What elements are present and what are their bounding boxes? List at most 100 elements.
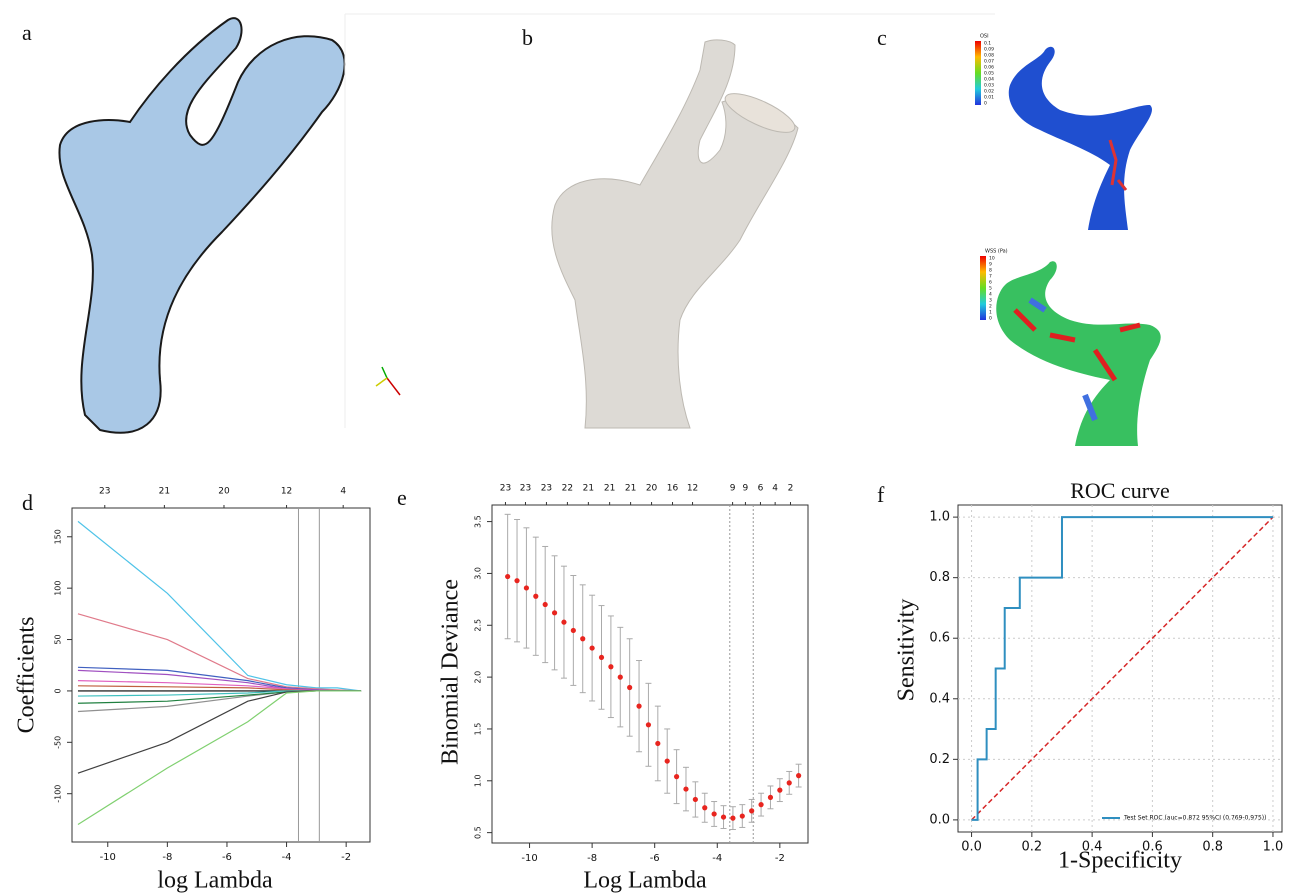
point (645, 722, 652, 728)
point (514, 578, 520, 584)
x-axis-label: log Lambda (157, 868, 273, 894)
panel-label: b (522, 25, 533, 50)
x-tick-label: -8 (587, 853, 597, 864)
x-tick-label: 0.6 (1142, 840, 1163, 855)
colorbar-tick: 0.04 (984, 77, 994, 83)
top-tick-label: 16 (667, 484, 679, 494)
point (542, 601, 548, 608)
colorbar-tick: 0 (989, 316, 992, 322)
series-line (77, 613, 362, 692)
point (786, 780, 792, 786)
top-tick-label: 21 (604, 484, 615, 494)
colorbar-tick: 9 (989, 262, 992, 268)
mesh-model (551, 39, 799, 429)
x-tick-label: -10 (100, 852, 116, 863)
top-tick-label: 20 (646, 484, 658, 494)
y-tick-label: 150 (54, 529, 63, 544)
point (608, 664, 614, 670)
wss-hotspot (1013, 308, 1141, 382)
point (702, 805, 708, 811)
chart-title: ROC curve (1070, 478, 1170, 503)
colorbar-tick: 6 (989, 280, 992, 286)
wss-coldspot (1028, 297, 1098, 422)
x-tick-label: 0.4 (1082, 840, 1103, 855)
colorbar-tick: 4 (989, 292, 992, 298)
series-line (77, 520, 362, 692)
colorbar-title: WSS (Pa) (985, 249, 1008, 255)
series-line (971, 516, 1273, 821)
top-tick-label: 23 (99, 487, 110, 497)
colorbar-tick: 0.02 (984, 89, 994, 95)
point (664, 758, 670, 764)
top-tick-label: 4 (340, 487, 346, 497)
colorbar-tick: 2 (989, 304, 992, 310)
y-axis-label: Sensitivity (894, 599, 920, 702)
colorbar-tick: 10 (989, 256, 995, 262)
series-line (77, 690, 362, 697)
series-line (77, 690, 362, 704)
colorbar-tick: 3 (989, 298, 992, 304)
vessel-cap (724, 93, 796, 133)
colorbar-tick: 1 (989, 310, 992, 316)
point (730, 815, 736, 821)
y-tick-label: 2.5 (474, 619, 483, 632)
colorbar-tick: 0.06 (984, 65, 994, 71)
colorbar-tick: 0.05 (984, 71, 994, 77)
x-tick-label: -2 (775, 853, 785, 864)
y-tick-label: 0.5 (474, 826, 483, 839)
colorbar-tick: 0.08 (984, 53, 994, 59)
colorbar-tick: 0.03 (984, 83, 994, 89)
point (749, 808, 755, 814)
plot-frame (491, 504, 809, 844)
x-tick-label: 1.0 (1263, 840, 1284, 855)
y-tick-label: 0.2 (929, 752, 950, 767)
legend-label: Test Set ROC (auc=0.872 95%CI (0.769-0.9… (1123, 815, 1266, 822)
top-tick-label: 20 (218, 487, 230, 497)
y-tick-label: 3.5 (474, 515, 483, 528)
panel-label: d (22, 490, 33, 515)
point (655, 740, 661, 747)
colorbar (980, 256, 986, 320)
point (720, 814, 727, 820)
panel-label: c (877, 25, 887, 50)
point (523, 585, 530, 591)
panel-label: e (397, 485, 407, 510)
point (551, 610, 558, 616)
diagonal-reference (971, 516, 1274, 821)
top-tick-label: 23 (541, 484, 552, 494)
y-tick-label: 1.0 (929, 510, 950, 525)
point (636, 703, 642, 709)
y-tick-label: 1.5 (474, 723, 483, 736)
point (533, 593, 539, 599)
colorbar-tick: 0.07 (984, 59, 994, 65)
point (683, 786, 689, 792)
panel-label: a (22, 20, 32, 45)
top-tick-label: 2 (788, 484, 794, 494)
plot-frame (957, 504, 1283, 833)
colorbar-tick: 8 (989, 268, 992, 274)
top-tick-label: 12 (281, 487, 292, 497)
point (598, 654, 605, 661)
panel-label: f (877, 482, 885, 507)
top-tick-label: 21 (583, 484, 594, 494)
vessel-model (58, 17, 346, 434)
x-tick-label: -2 (341, 852, 351, 863)
colorbar-tick: 0.01 (984, 95, 994, 101)
x-tick-label: -4 (712, 853, 722, 864)
x-tick-label: -8 (162, 852, 172, 863)
y-tick-label: 1.0 (474, 774, 483, 787)
point (580, 636, 586, 642)
colorbar-tick: 0.09 (984, 47, 994, 53)
point (711, 811, 717, 817)
point (570, 627, 576, 634)
plot-frame (71, 507, 371, 843)
top-tick-label: 22 (562, 484, 573, 494)
x-tick-label: -6 (650, 853, 660, 864)
point (777, 787, 783, 793)
series-line (77, 690, 362, 774)
point (796, 773, 802, 779)
y-axis-label: Coefficients (14, 617, 40, 734)
y-tick-label: 3.0 (474, 567, 483, 580)
